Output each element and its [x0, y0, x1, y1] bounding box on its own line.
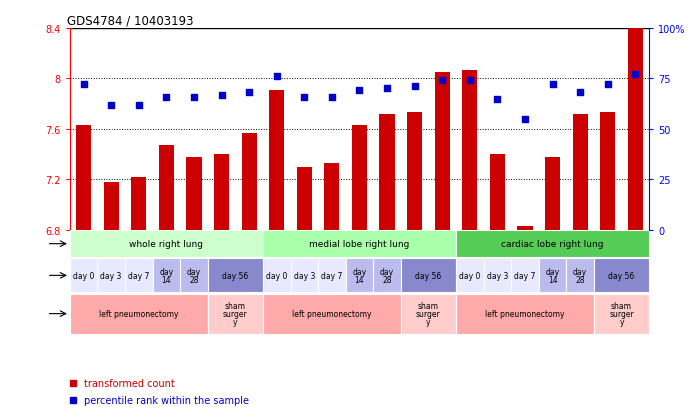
Bar: [263, 294, 401, 334]
Bar: [628, 0, 643, 230]
Bar: [545, 157, 560, 230]
Point: [602, 82, 614, 88]
Bar: [594, 294, 649, 334]
Text: day
28: day 28: [380, 267, 394, 284]
Bar: [456, 294, 594, 334]
Text: day
28: day 28: [187, 267, 201, 284]
Bar: [153, 259, 180, 292]
Bar: [511, 259, 539, 292]
Bar: [373, 259, 401, 292]
Text: day 0: day 0: [73, 271, 94, 280]
Point: [188, 94, 200, 101]
Text: sham
surger
y: sham surger y: [609, 301, 634, 327]
Point: [382, 86, 393, 93]
Bar: [103, 182, 119, 230]
Text: sham
surger
y: sham surger y: [416, 301, 441, 327]
Bar: [600, 113, 616, 230]
Bar: [70, 259, 98, 292]
Text: day 7: day 7: [321, 271, 343, 280]
Bar: [242, 133, 257, 230]
Bar: [180, 259, 208, 292]
Bar: [98, 259, 125, 292]
Text: transformed count: transformed count: [84, 378, 175, 388]
Text: percentile rank within the sample: percentile rank within the sample: [84, 394, 249, 405]
Point: [464, 78, 475, 85]
Bar: [380, 114, 394, 230]
Point: [574, 90, 586, 97]
Text: left pneumonectomy: left pneumonectomy: [292, 309, 371, 318]
Bar: [401, 294, 456, 334]
Text: day 0: day 0: [459, 271, 480, 280]
Bar: [269, 90, 284, 230]
Point: [271, 74, 282, 81]
Bar: [325, 164, 339, 230]
Text: day 0: day 0: [266, 271, 288, 280]
Bar: [401, 259, 456, 292]
Text: day
14: day 14: [159, 267, 173, 284]
Point: [354, 88, 365, 95]
Point: [326, 94, 337, 101]
Point: [409, 84, 420, 90]
Point: [216, 92, 227, 99]
Bar: [263, 259, 290, 292]
Text: left pneumonectomy: left pneumonectomy: [99, 309, 179, 318]
Text: day
14: day 14: [546, 267, 560, 284]
Point: [519, 116, 530, 123]
Point: [244, 90, 255, 97]
Text: day 56: day 56: [609, 271, 634, 280]
Bar: [566, 259, 594, 292]
Bar: [539, 259, 566, 292]
Text: sham
surger
y: sham surger y: [223, 301, 248, 327]
Bar: [263, 230, 456, 258]
Bar: [462, 70, 477, 230]
Text: day 7: day 7: [514, 271, 535, 280]
Point: [133, 102, 144, 109]
Text: medial lobe right lung: medial lobe right lung: [309, 240, 410, 249]
Text: day 3: day 3: [101, 271, 122, 280]
Point: [547, 82, 558, 88]
Bar: [208, 294, 263, 334]
Bar: [125, 259, 153, 292]
Text: left pneumonectomy: left pneumonectomy: [485, 309, 565, 318]
Bar: [572, 114, 588, 230]
Bar: [76, 126, 91, 230]
Text: day 7: day 7: [128, 271, 149, 280]
Point: [105, 102, 117, 109]
Bar: [290, 259, 318, 292]
Bar: [186, 157, 202, 230]
Bar: [214, 154, 229, 230]
Bar: [70, 230, 263, 258]
Point: [437, 78, 448, 85]
Bar: [318, 259, 346, 292]
Bar: [407, 113, 422, 230]
Bar: [435, 73, 450, 230]
Bar: [346, 259, 373, 292]
Text: whole right lung: whole right lung: [129, 240, 203, 249]
Bar: [456, 230, 649, 258]
Bar: [131, 177, 147, 230]
Bar: [208, 259, 263, 292]
Bar: [456, 259, 484, 292]
Bar: [484, 259, 511, 292]
Text: GDS4784 / 10403193: GDS4784 / 10403193: [67, 15, 193, 28]
Point: [630, 72, 641, 78]
Text: day 56: day 56: [222, 271, 248, 280]
Text: day
14: day 14: [352, 267, 366, 284]
Text: day 3: day 3: [294, 271, 315, 280]
Text: cardiac lobe right lung: cardiac lobe right lung: [501, 240, 604, 249]
Bar: [594, 259, 649, 292]
Bar: [70, 294, 208, 334]
Bar: [490, 154, 505, 230]
Bar: [352, 126, 367, 230]
Text: day 56: day 56: [415, 271, 442, 280]
Point: [78, 82, 89, 88]
Bar: [297, 167, 312, 230]
Point: [161, 94, 172, 101]
Point: [299, 94, 310, 101]
Bar: [517, 226, 533, 230]
Point: [492, 96, 503, 102]
Text: day 3: day 3: [487, 271, 508, 280]
Bar: [158, 146, 174, 230]
Text: day
28: day 28: [573, 267, 587, 284]
